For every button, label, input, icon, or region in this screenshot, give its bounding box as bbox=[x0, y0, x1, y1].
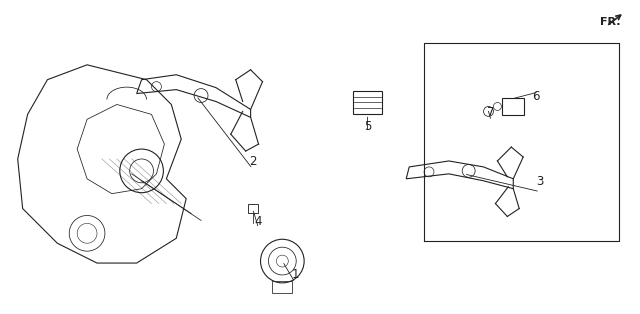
Text: 7: 7 bbox=[487, 106, 494, 119]
Text: 4: 4 bbox=[255, 215, 262, 228]
Text: FR.: FR. bbox=[600, 17, 621, 27]
Text: 5: 5 bbox=[364, 120, 371, 133]
Text: 3: 3 bbox=[536, 175, 544, 188]
Text: 1: 1 bbox=[291, 268, 299, 281]
Text: 6: 6 bbox=[532, 90, 540, 103]
Text: 2: 2 bbox=[249, 155, 257, 168]
